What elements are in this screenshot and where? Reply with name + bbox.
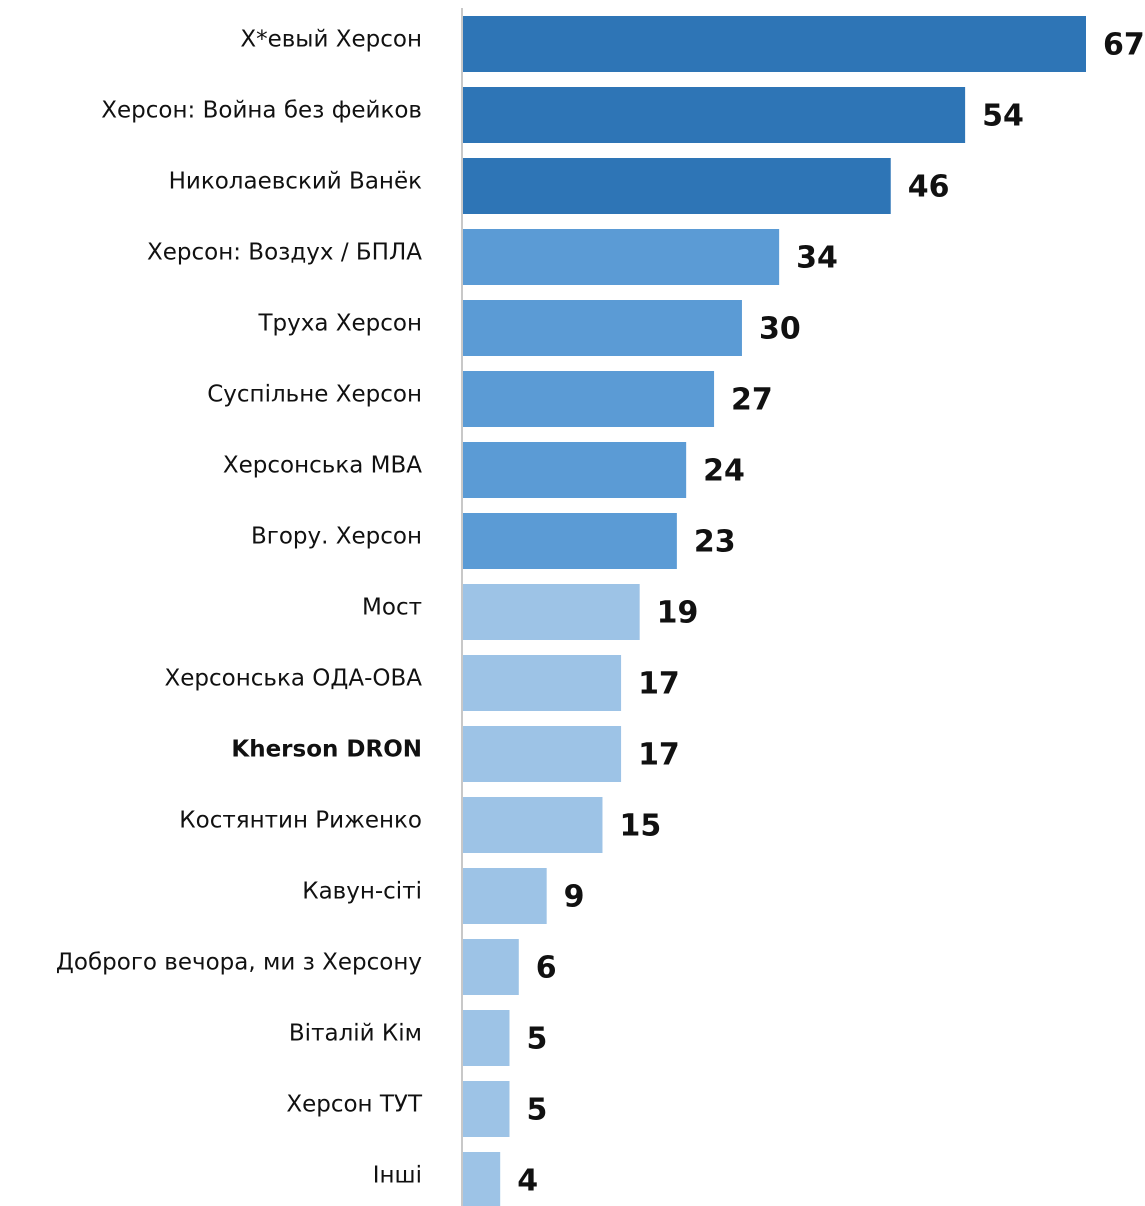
bar — [463, 584, 640, 640]
category-label: Інші — [373, 1163, 422, 1189]
value-label: 34 — [796, 241, 838, 276]
bar — [463, 726, 622, 782]
category-label: X*евый Херсон — [240, 27, 422, 53]
bar — [463, 371, 715, 427]
category-label: Херсон: Воздух / БПЛА — [147, 240, 422, 266]
category-label: Доброго вечора, ми з Херсону — [56, 950, 422, 976]
bar — [463, 16, 1086, 72]
bar — [463, 87, 966, 143]
value-label: 23 — [694, 525, 736, 560]
bar — [463, 229, 780, 285]
bar — [463, 868, 547, 924]
category-label: Херсонська МВА — [223, 453, 422, 479]
category-label: Kherson DRON — [231, 737, 422, 763]
category-label: Вгору. Херсон — [251, 524, 422, 550]
bar — [463, 300, 742, 356]
category-label: Труха Херсон — [257, 311, 422, 337]
category-label: Херсон: Война без фейков — [101, 98, 422, 124]
category-label: Віталій Кім — [289, 1021, 422, 1047]
value-label: 54 — [982, 99, 1024, 134]
bar — [463, 1010, 510, 1066]
bar — [463, 655, 622, 711]
bar — [463, 939, 519, 995]
value-label: 46 — [908, 170, 950, 205]
bar — [463, 797, 603, 853]
category-label: Суспільне Херсон — [207, 382, 422, 408]
category-label: Костянтин Риженко — [179, 808, 422, 834]
value-label: 19 — [657, 596, 699, 631]
value-label: 17 — [638, 738, 680, 773]
value-label: 6 — [536, 951, 557, 986]
bar — [463, 442, 687, 498]
category-label: Кавун-сіті — [302, 879, 422, 905]
category-label: Херсонська ОДА-ОВА — [165, 666, 423, 692]
bar — [463, 1152, 501, 1206]
value-label: 30 — [759, 312, 801, 347]
category-label: Мост — [362, 595, 422, 621]
bar — [463, 1081, 510, 1137]
value-label: 5 — [526, 1093, 547, 1128]
value-label: 67 — [1103, 28, 1145, 63]
value-label: 27 — [731, 383, 773, 418]
value-label: 9 — [564, 880, 585, 915]
bar — [463, 513, 677, 569]
bar — [463, 158, 891, 214]
category-label: Николаевский Ванёк — [169, 169, 423, 195]
value-label: 5 — [526, 1022, 547, 1057]
value-label: 17 — [638, 667, 680, 702]
value-label: 15 — [619, 809, 661, 844]
value-label: 4 — [517, 1164, 538, 1199]
value-label: 24 — [703, 454, 745, 489]
category-label: Херсон ТУТ — [286, 1092, 423, 1118]
